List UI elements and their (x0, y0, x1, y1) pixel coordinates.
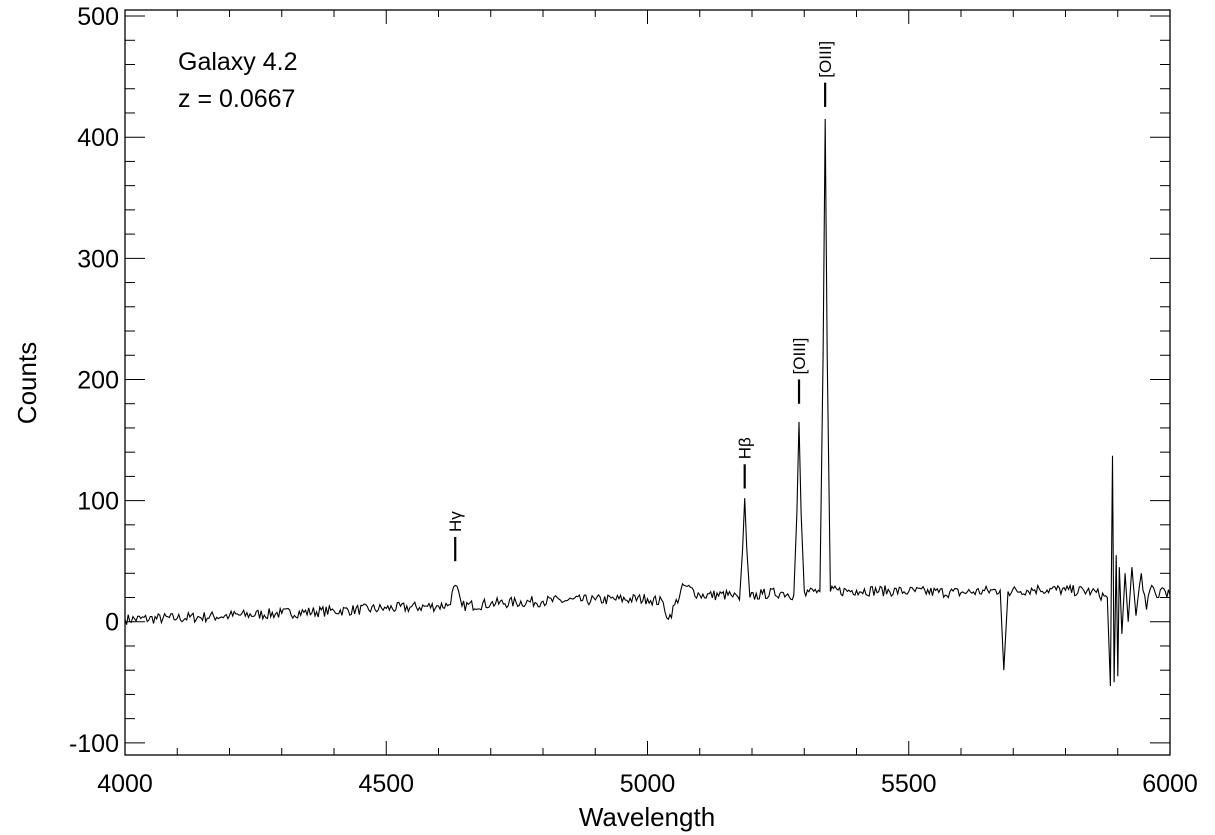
plot-frame (124, 9, 1171, 756)
y-tick-label: 300 (77, 245, 119, 273)
annotation-redshift: z = 0.0667 (178, 85, 295, 113)
line-marker-label: [OIII] (816, 41, 835, 78)
line-marker-label: Hβ (736, 437, 755, 459)
line-marker-label: Hγ (446, 511, 465, 532)
x-axis-title: Wavelength (579, 802, 715, 832)
y-tick-label: 200 (77, 366, 119, 394)
spectrum-series-line (124, 118, 1171, 687)
line-marker-label: [OIII] (790, 338, 809, 375)
x-tick-label: 4500 (358, 770, 414, 798)
x-tick-label: 6000 (1142, 770, 1198, 798)
y-tick-label: 500 (77, 3, 119, 31)
y-tick-label: 400 (77, 124, 119, 152)
y-tick-label: 100 (77, 488, 119, 516)
y-tick-label: -100 (69, 730, 119, 758)
y-tick-label: 0 (105, 609, 119, 637)
y-axis-title: Counts (12, 342, 42, 424)
x-tick-label: 4000 (97, 770, 153, 798)
x-tick-label: 5500 (881, 770, 937, 798)
x-tick-label: 5000 (620, 770, 676, 798)
annotation-galaxy-name: Galaxy 4.2 (178, 48, 298, 76)
